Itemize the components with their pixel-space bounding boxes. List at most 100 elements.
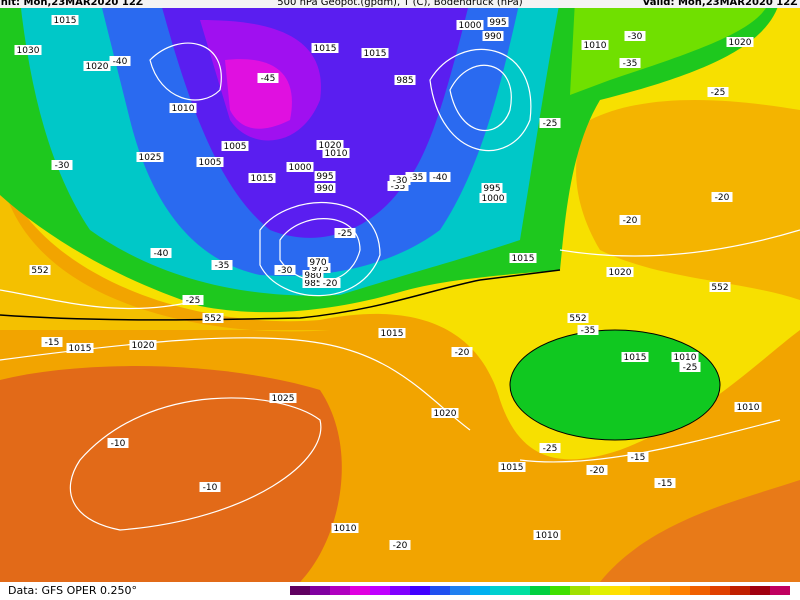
label-box [302, 278, 324, 288]
yellow-band [0, 170, 330, 332]
temperature-label: -20 [393, 541, 408, 551]
pressure-label: 1020 [132, 341, 155, 351]
label-box [482, 31, 504, 41]
valid-text: Valid: Mon,23MAR2020 12Z [643, 0, 798, 8]
scale-swatch [470, 586, 490, 595]
label-box [429, 172, 451, 182]
pressure-label: 1015 [501, 463, 524, 473]
pressure-label: 1015 [54, 16, 77, 26]
label-box [539, 443, 561, 453]
isobar [0, 337, 471, 431]
pressure-label: 980 [304, 271, 321, 281]
pressure-label: 990 [484, 32, 501, 42]
scale-swatch [690, 586, 710, 595]
temperature-label: -40 [113, 57, 128, 67]
scale-swatch [710, 586, 730, 595]
label-box [481, 183, 503, 193]
label-box [498, 462, 526, 472]
isobar [259, 202, 381, 297]
isobar [69, 397, 322, 531]
pressure-label: 1025 [139, 153, 162, 163]
scale-swatch [670, 586, 690, 595]
label-box [581, 40, 609, 50]
isobars [0, 42, 800, 531]
pressure-label: 975 [311, 264, 328, 274]
green-cell [509, 329, 721, 441]
temperature-label: -20 [715, 193, 730, 203]
label-box [248, 173, 276, 183]
label-box [136, 152, 164, 162]
scale-swatch [350, 586, 370, 595]
label-box [361, 48, 389, 58]
pressure-label: 1005 [199, 158, 222, 168]
pressure-label: 990 [316, 184, 333, 194]
pressure-label: 1020 [319, 141, 342, 151]
pressure-label: 1015 [69, 344, 92, 354]
label-box [533, 530, 561, 540]
label-box [202, 313, 224, 323]
pressure-label: 1025 [272, 394, 295, 404]
temperature-label: -40 [154, 249, 169, 259]
label-box [389, 540, 411, 550]
temperature-label: -30 [628, 32, 643, 42]
label-box [394, 75, 416, 85]
temperature-label: -40 [433, 173, 448, 183]
label-box [66, 343, 94, 353]
label-box [129, 340, 157, 350]
temperature-label: -20 [590, 466, 605, 476]
scale-swatch [530, 586, 550, 595]
pressure-label: 995 [489, 18, 506, 28]
temperature-label: -25 [711, 88, 726, 98]
temperature-label: -15 [45, 338, 60, 348]
label-box [334, 228, 356, 238]
temperature-label: -10 [203, 483, 218, 493]
label-box [431, 408, 459, 418]
temperature-label: -10 [111, 439, 126, 449]
pressure-label: 1015 [251, 174, 274, 184]
scale-swatch [290, 586, 310, 595]
label-box [286, 162, 314, 172]
label-box [726, 37, 754, 47]
label-box [169, 103, 197, 113]
label-box [509, 253, 537, 263]
orange-region [576, 100, 800, 300]
label-box [221, 141, 249, 151]
label-box [654, 478, 676, 488]
label-box [14, 45, 42, 55]
label-box [479, 193, 507, 203]
label-box [671, 352, 699, 362]
pressure-label: 1020 [609, 268, 632, 278]
contour-552 [0, 269, 561, 321]
pressure-label: 552 [31, 266, 48, 276]
pressure-label: 1020 [434, 409, 457, 419]
label-box [711, 192, 733, 202]
temperature-label: -35 [581, 326, 596, 336]
label-box [51, 160, 73, 170]
scale-swatch [310, 586, 330, 595]
pressure-label: 1015 [624, 353, 647, 363]
scale-swatch [730, 586, 750, 595]
scale-swatch [630, 586, 650, 595]
label-box [314, 171, 336, 181]
label-box [307, 257, 329, 267]
pressure-label: 985 [304, 279, 321, 289]
isobar [519, 419, 781, 463]
scale-swatch [330, 586, 350, 595]
temperature-label: -30 [393, 176, 408, 186]
pressure-label: 1010 [172, 104, 195, 114]
label-box [51, 15, 79, 25]
label-box [709, 282, 731, 292]
pressure-label: 1005 [224, 142, 247, 152]
temperature-label: -25 [338, 229, 353, 239]
scale-swatch [370, 586, 390, 595]
temperature-label: -35 [409, 173, 424, 183]
temperature-label: -15 [631, 453, 646, 463]
temperature-label: -20 [323, 279, 338, 289]
label-box [309, 263, 331, 273]
scale-swatch [770, 586, 790, 595]
isobar [279, 218, 361, 282]
label-box [257, 73, 279, 83]
label-box [29, 265, 51, 275]
label-box [619, 58, 641, 68]
